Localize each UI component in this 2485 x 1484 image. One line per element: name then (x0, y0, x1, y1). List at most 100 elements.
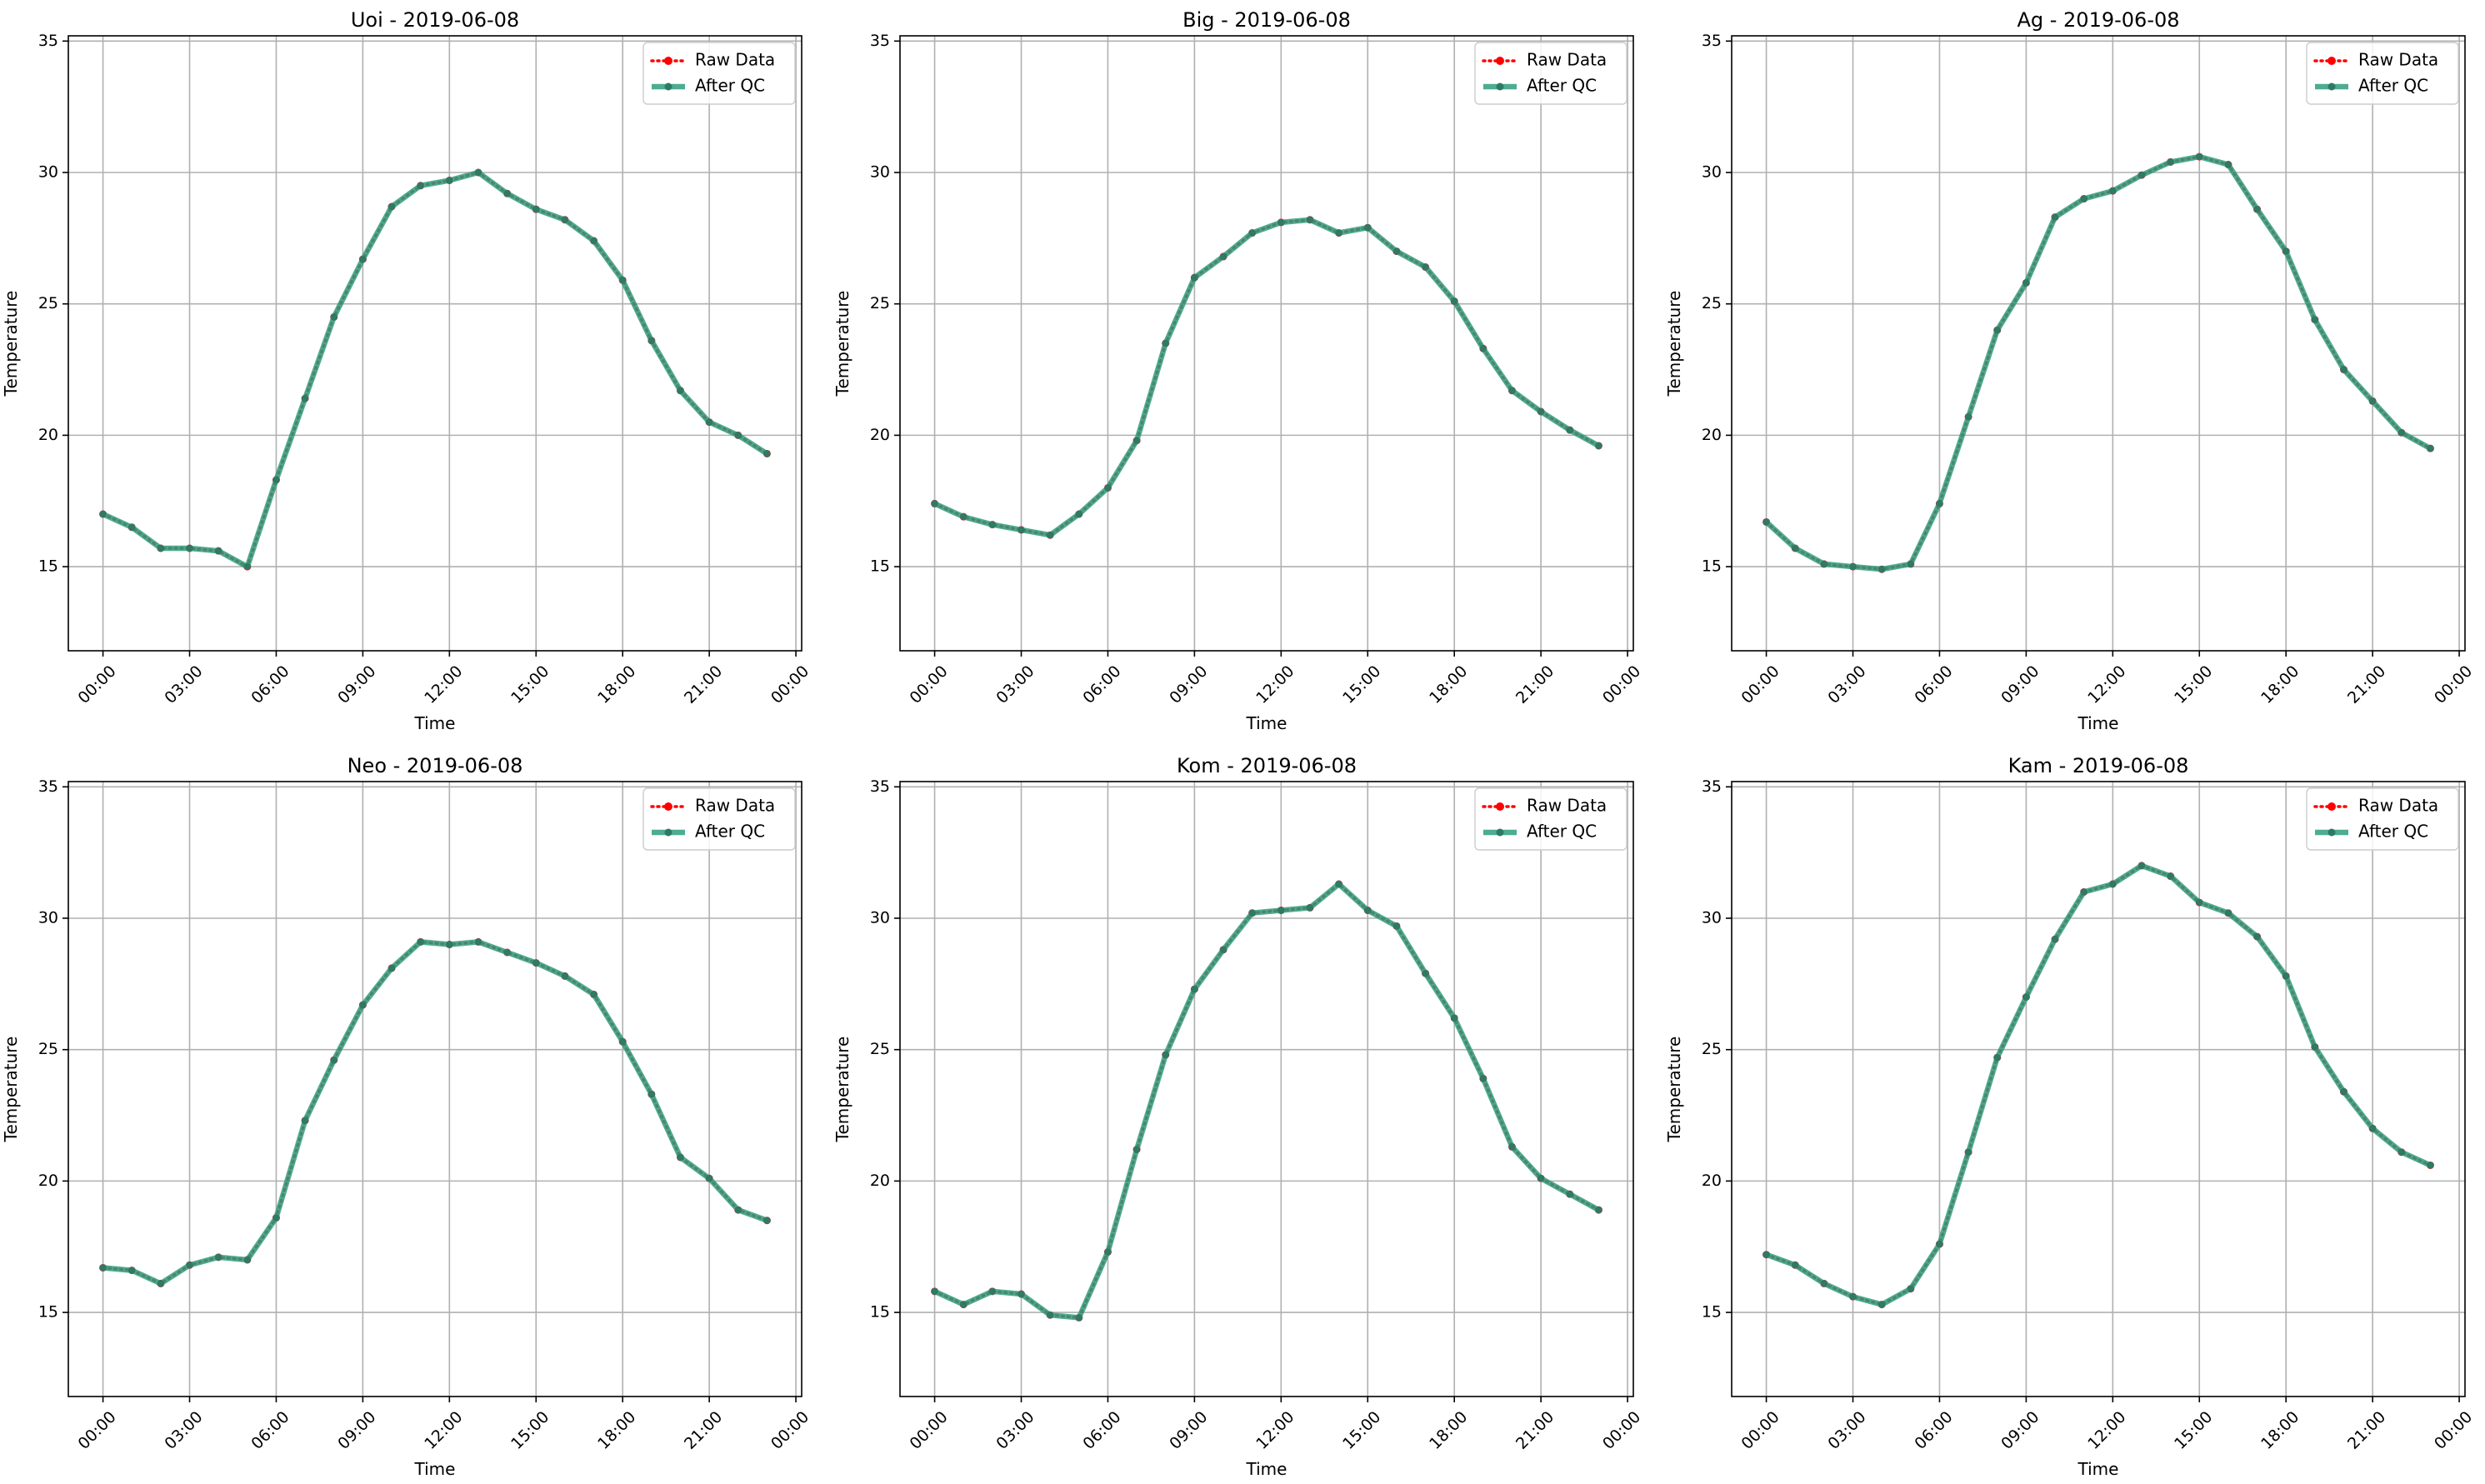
after-qc-point (388, 964, 396, 972)
after-qc-point (2311, 316, 2319, 323)
x-tick-label: 12:00 (2084, 662, 2129, 707)
after-qc-point (330, 1057, 338, 1064)
after-qc-point (2196, 152, 2203, 161)
after-qc-point (2311, 1043, 2319, 1051)
after-qc-point (2427, 1162, 2434, 1169)
y-tick-label: 15 (870, 1303, 890, 1322)
series-line-after-qc (1764, 153, 2432, 572)
after-qc-point (1964, 413, 1972, 421)
legend: Raw Data After QC (2306, 42, 2459, 105)
after-qc-point (157, 1280, 165, 1287)
after-qc-point (1392, 247, 1401, 255)
after-qc-point (388, 202, 396, 211)
after-qc-point (1993, 1053, 2001, 1062)
after-qc-point (1162, 339, 1169, 347)
x-tick-label: 15:00 (1339, 662, 1384, 707)
legend-label: Raw Data (695, 50, 775, 70)
after-qc-point (1479, 1075, 1488, 1082)
after-qc-point (214, 1253, 222, 1262)
after-qc-point (2427, 444, 2434, 452)
x-tick-label: 06:00 (1911, 1408, 1956, 1453)
x-tick-label: 09:00 (334, 662, 379, 707)
after-qc-point (1248, 909, 1256, 917)
y-tick-label: 15 (1702, 1303, 1722, 1322)
after-qc-point (1936, 1240, 1943, 1248)
after-qc-point (2022, 993, 2030, 1001)
after-qc-point (1762, 518, 1770, 526)
after-qc-point (1075, 1314, 1083, 1322)
legend-marker-after-qc (2328, 82, 2336, 91)
after-qc-point (186, 544, 193, 552)
plot-area (1732, 782, 2465, 1397)
x-tick-label: 00:00 (74, 1408, 119, 1453)
after-qc-point (734, 432, 742, 439)
plot-area (68, 782, 802, 1397)
after-qc-point (1508, 1143, 1516, 1151)
y-axis-label: Temperature (1, 1037, 21, 1143)
after-qc-point (301, 395, 309, 402)
after-qc-point (243, 1256, 252, 1264)
after-qc-point (2340, 1087, 2348, 1096)
after-qc-point (705, 1175, 713, 1182)
after-qc-point (1104, 484, 1112, 492)
x-tick-label: 03:00 (992, 662, 1038, 707)
y-tick-label: 35 (1702, 777, 1722, 796)
x-tick-label: 00:00 (1599, 1408, 1644, 1453)
x-tick-label: 03:00 (1824, 662, 1869, 707)
after-qc-point (1595, 442, 1602, 450)
after-qc-point (1792, 1262, 1799, 1269)
axes-frame (899, 781, 1634, 1397)
legend: Raw Data After QC (642, 42, 796, 105)
after-qc-point (590, 237, 598, 245)
after-qc-point (1335, 229, 1342, 237)
after-qc-point (2196, 898, 2203, 907)
after-qc-point (2224, 161, 2232, 168)
after-qc-point (2398, 429, 2405, 437)
x-tick-label: 06:00 (1079, 662, 1124, 707)
y-tick-label: 25 (1702, 1040, 1722, 1058)
after-qc-point (2109, 187, 2117, 195)
x-tick-label: 09:00 (1166, 1408, 1211, 1453)
after-qc-point (503, 190, 511, 197)
after-qc-point (677, 1153, 684, 1162)
after-qc-point (503, 948, 511, 957)
x-tick-label: 06:00 (248, 1408, 292, 1453)
after-qc-point (1762, 1251, 1770, 1258)
x-tick-label: 00:00 (2431, 1408, 2476, 1453)
subplot-4: 00:00 03:00 06:00 09:00 12:00 15:00 18:00 21:00… (832, 754, 1644, 1479)
legend: Raw Data After QC (1474, 42, 1628, 105)
x-axis-label: Time (2078, 1459, 2119, 1479)
after-qc-point (272, 476, 280, 484)
subplot-5: 00:00 03:00 06:00 09:00 12:00 15:00 18:00 21:00… (1664, 754, 2476, 1479)
x-tick-label: 18:00 (2258, 1408, 2302, 1453)
after-qc-point (128, 523, 136, 531)
after-qc-point (2340, 366, 2348, 373)
axes-frame (68, 35, 802, 652)
x-tick-label: 15:00 (508, 662, 552, 707)
y-tick-label: 30 (38, 909, 58, 927)
x-tick-label: 09:00 (1998, 662, 2042, 707)
after-qc-point (1849, 1292, 1857, 1301)
legend-label: After QC (695, 822, 765, 842)
x-tick-label: 03:00 (161, 662, 206, 707)
after-qc-point (1191, 273, 1198, 282)
legend-marker-raw-data (664, 802, 672, 811)
x-tick-label: 00:00 (1599, 662, 1644, 707)
x-tick-label: 15:00 (1339, 1408, 1384, 1453)
y-tick-label: 15 (38, 557, 58, 576)
x-tick-label: 21:00 (1512, 662, 1558, 707)
y-tick-label: 15 (38, 1303, 58, 1322)
x-tick-label: 18:00 (594, 662, 639, 707)
after-qc-point (1364, 907, 1372, 914)
after-qc-point (474, 938, 482, 946)
y-tick-label: 25 (38, 1040, 58, 1058)
after-qc-point (186, 1262, 193, 1269)
after-qc-point (705, 418, 713, 426)
after-qc-point (931, 500, 938, 507)
legend: Raw Data After QC (1474, 787, 1628, 851)
after-qc-point (1450, 297, 1458, 305)
after-qc-point (1075, 510, 1083, 518)
after-qc-point (1820, 1280, 1828, 1287)
after-qc-point (2282, 247, 2290, 255)
